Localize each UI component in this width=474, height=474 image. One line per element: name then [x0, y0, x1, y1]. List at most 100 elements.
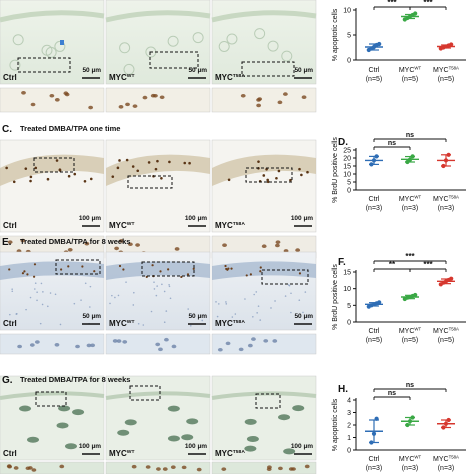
tissue-cell — [150, 310, 153, 313]
stained-nucleus — [33, 263, 37, 266]
inset-nucleus — [59, 464, 65, 469]
stained-nucleus — [34, 166, 38, 170]
scale-bar-label: 50 µm — [294, 67, 313, 74]
panel-label: MYCWT — [109, 73, 134, 82]
tissue-cell — [153, 281, 155, 283]
inset-nucleus — [256, 103, 262, 108]
inset-nucleus — [196, 467, 202, 472]
hair-follicle — [192, 32, 204, 44]
stained-nucleus — [275, 176, 278, 180]
stained-nucleus — [224, 264, 227, 268]
tissue-cell — [155, 294, 158, 297]
data-point — [407, 157, 413, 162]
hair-follicle — [58, 405, 71, 412]
sample-size-label: (n=5) — [366, 337, 383, 344]
inset-nucleus — [251, 337, 256, 341]
x-category-label: Ctrl — [369, 456, 380, 463]
inset-magnified-strip — [211, 87, 317, 113]
tissue-cell — [168, 283, 170, 286]
tissue-cell — [257, 305, 260, 307]
inset-nucleus — [247, 343, 253, 348]
y-tick-label: 5 — [347, 303, 351, 310]
y-tick-label: 3 — [347, 410, 351, 417]
epidermis-layer — [105, 391, 211, 400]
tissue-cell — [42, 291, 44, 293]
stained-nucleus — [147, 161, 151, 164]
hair-follicle — [56, 422, 69, 429]
stained-nucleus — [226, 268, 229, 271]
hair-follicle — [167, 435, 180, 442]
inset-nucleus — [31, 468, 37, 472]
scale-bar-label: 100 µm — [79, 443, 101, 450]
epidermis-layer — [212, 154, 316, 186]
stained-nucleus — [23, 270, 26, 273]
tissue-cell — [284, 295, 287, 297]
inset-nucleus — [240, 93, 246, 98]
stained-nucleus — [116, 166, 120, 170]
inset-nucleus — [238, 347, 244, 352]
tissue-cell — [80, 299, 82, 301]
stained-nucleus — [5, 166, 8, 170]
inset-nucleus — [118, 239, 124, 243]
scale-bar-label: 100 µm — [291, 443, 313, 450]
hair-follicle — [117, 429, 130, 436]
hair-follicle — [12, 34, 24, 46]
inset-nucleus — [145, 465, 151, 469]
scale-bar-label: 100 µm — [185, 215, 207, 222]
tissue-cell — [201, 319, 204, 322]
tissue-cell — [307, 316, 310, 318]
inset-magnified-strip — [0, 333, 105, 355]
micrograph-image — [0, 375, 105, 461]
inset-nucleus — [54, 97, 60, 102]
tissue-cell — [125, 281, 127, 283]
micrograph-image — [105, 375, 211, 461]
epidermis-layer — [211, 10, 317, 23]
inset-nucleus — [155, 342, 161, 347]
micrograph-panel: MYCT58A 50 µm — [211, 0, 317, 113]
stained-nucleus — [259, 266, 262, 269]
stained-nucleus — [58, 169, 62, 172]
epidermis-layer — [0, 391, 105, 400]
data-point — [371, 158, 377, 163]
tissue-cell — [302, 311, 304, 314]
inset-nucleus — [222, 243, 227, 247]
data-point — [449, 276, 454, 281]
y-tick-label: 1 — [347, 435, 351, 442]
panel-label: MYCWT — [109, 449, 134, 458]
tissue-cell — [215, 301, 217, 303]
significance-label: ns — [406, 382, 414, 389]
tissue-cell — [231, 316, 234, 318]
stained-nucleus — [89, 177, 93, 181]
tissue-cell — [189, 324, 192, 327]
hair-follicle — [292, 405, 305, 412]
tissue-cell — [270, 307, 272, 309]
inset-region-box — [17, 57, 71, 73]
hair-follicle — [218, 40, 230, 52]
panel-label: MYCT58A — [215, 73, 245, 82]
sample-size-label: (n=5) — [438, 76, 455, 83]
stained-nucleus — [186, 273, 190, 276]
y-tick-label: 15 — [343, 164, 351, 171]
tissue-cell — [216, 315, 219, 318]
inset-nucleus — [114, 246, 119, 251]
x-category-label: MYCWT — [399, 327, 422, 335]
stained-nucleus — [46, 177, 50, 181]
data-point — [377, 41, 382, 47]
inset-nucleus — [267, 465, 272, 469]
inset-nucleus — [217, 347, 223, 352]
inset-nucleus — [20, 238, 26, 243]
inset-nucleus — [127, 242, 133, 247]
stained-nucleus — [67, 265, 70, 268]
inset-nucleus — [282, 92, 288, 96]
tissue-cell — [73, 302, 76, 305]
x-category-label: MYCT58A — [433, 455, 459, 463]
inset-nucleus — [17, 344, 23, 349]
panel-label: MYCT58A — [215, 221, 245, 230]
stained-nucleus — [167, 268, 170, 271]
hair-follicle — [226, 33, 238, 45]
sample-size-label: (n=5) — [402, 337, 419, 344]
stained-nucleus — [159, 270, 162, 273]
inset-nucleus — [7, 240, 13, 244]
inset-nucleus — [304, 464, 310, 469]
inset-nucleus — [29, 343, 35, 347]
